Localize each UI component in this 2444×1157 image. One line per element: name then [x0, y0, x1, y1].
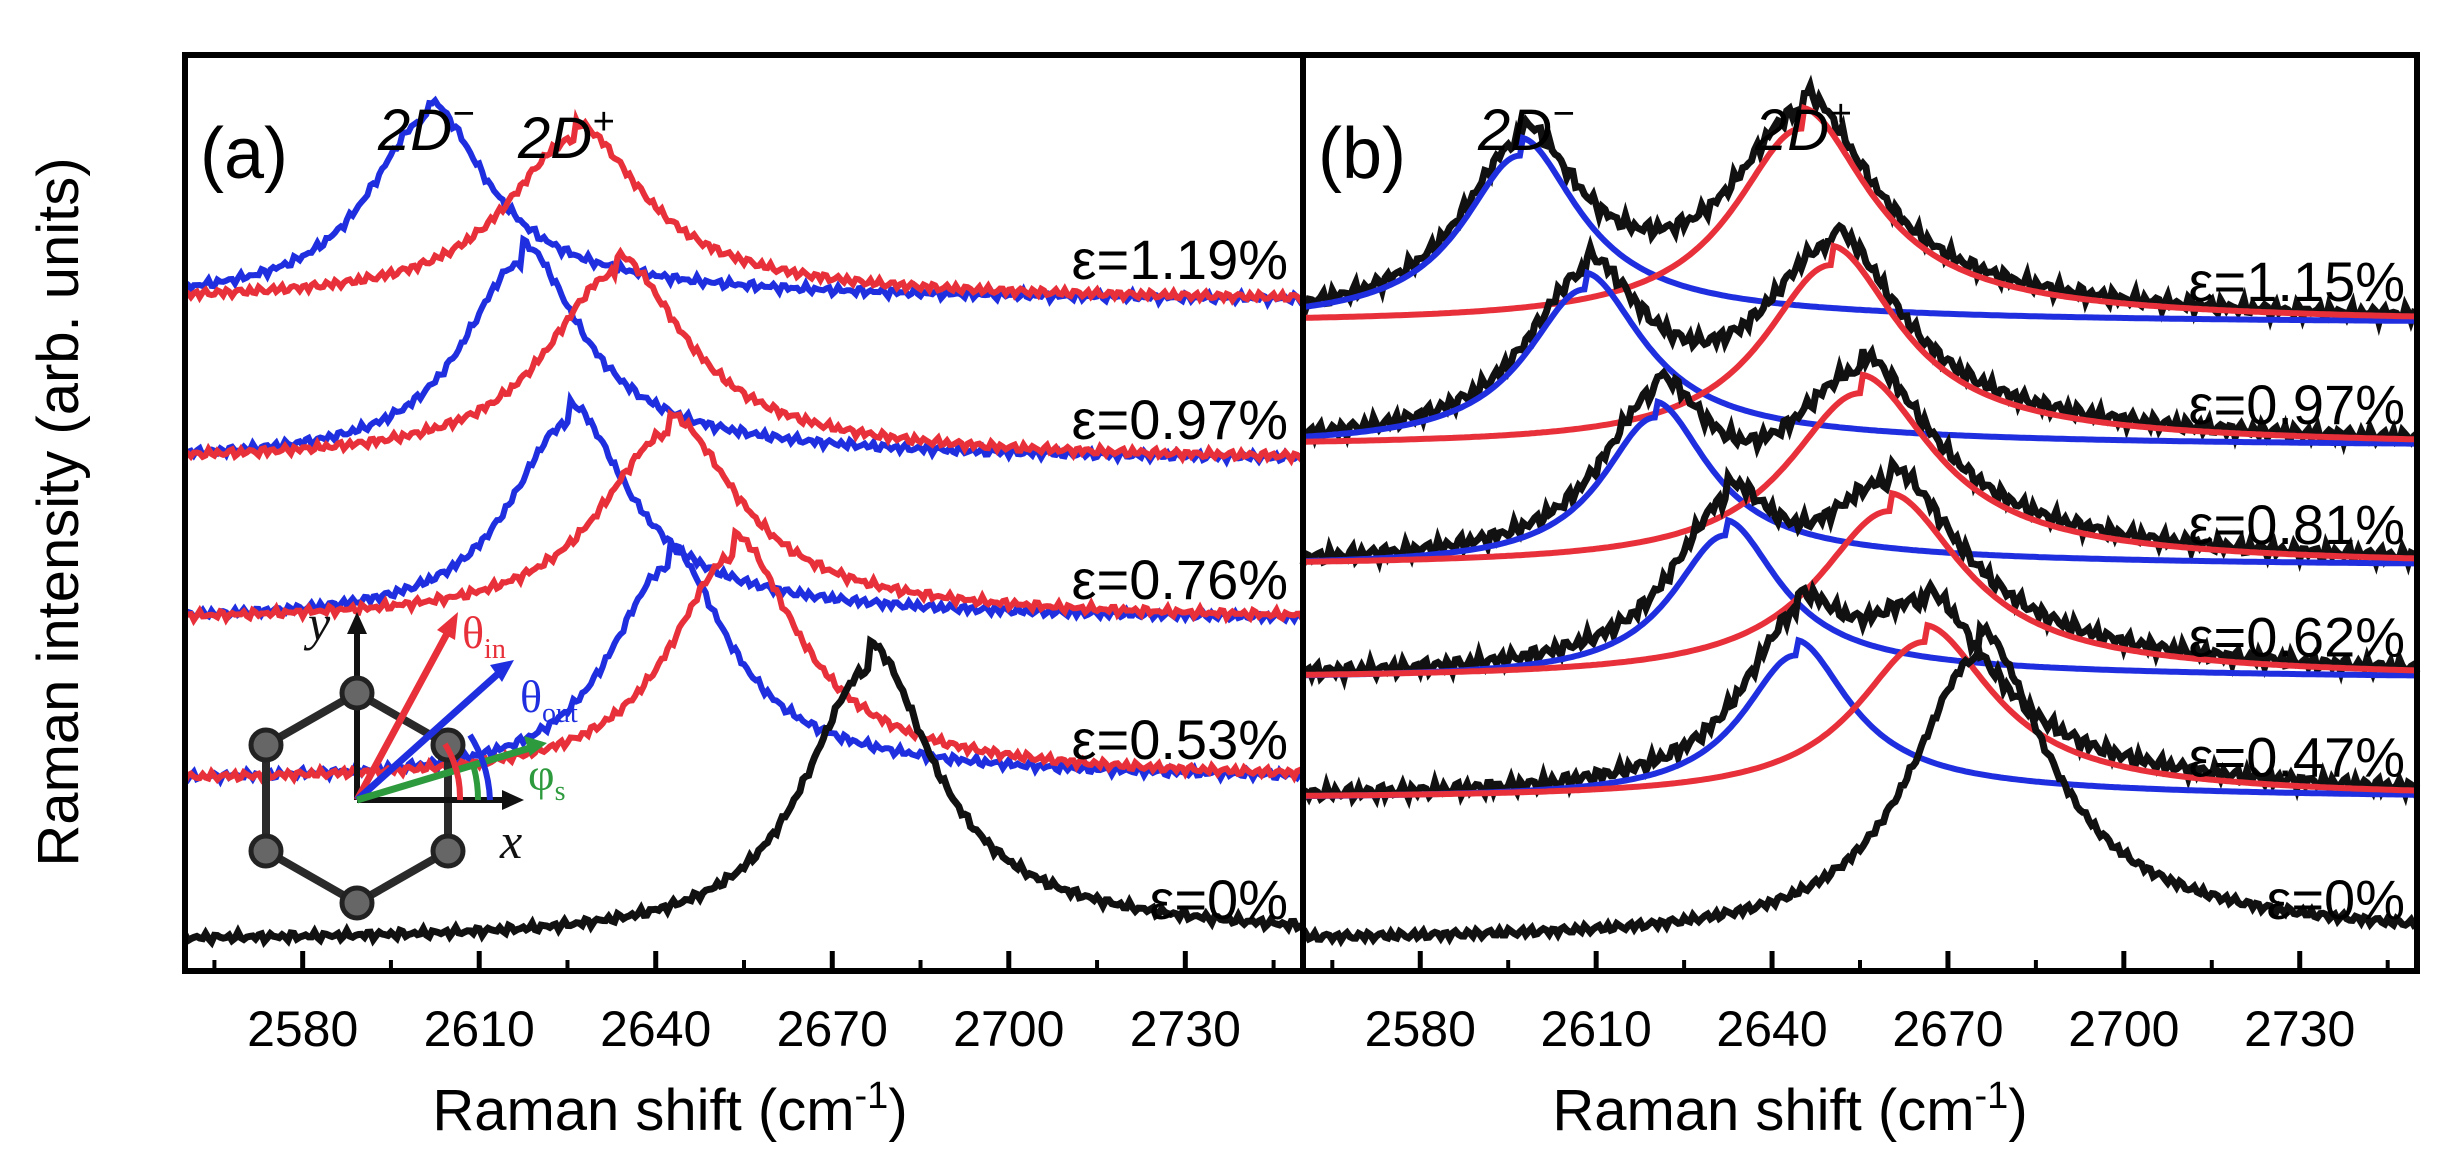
- x-tick-label: 2700: [2068, 1001, 2179, 1057]
- x-ticks-b: 2580 2610 2640 2670 2700 2730: [1330, 951, 2390, 1057]
- x-tick-label: 2670: [1892, 1001, 2003, 1057]
- strain-label: ε=0%: [2266, 868, 2405, 931]
- spectrum-b-3: ε=0.62%: [1300, 454, 2421, 691]
- x-tick-label: 2730: [2244, 1001, 2355, 1057]
- x-axis-label-b: Raman shift (cm-1): [1552, 1075, 2027, 1143]
- series-red-line: [1303, 489, 2418, 678]
- spectrum-a-2: ε=0.76%: [182, 390, 1306, 627]
- inset-x-label: x: [499, 813, 522, 869]
- spectrum-b-4: ε=0.47%: [1301, 578, 2421, 810]
- spectrum-b-5: ε=0%: [1300, 618, 2419, 948]
- panel-label-b: (b): [1318, 114, 1406, 194]
- x-tick-label: 2610: [1541, 1001, 1652, 1057]
- series-blue-line: [1302, 397, 2417, 567]
- strain-label: ε=0.53%: [1072, 708, 1288, 771]
- x-tick-label: 2730: [1130, 1001, 1241, 1057]
- spectrum-a-0: ε=1.19%: [183, 95, 1306, 311]
- peak-label-minus-b: 2D−: [1477, 93, 1574, 163]
- strain-label: ε=0.97%: [2189, 373, 2405, 436]
- y-axis-label: Raman intensity (arb. units): [26, 157, 91, 866]
- series-red-line: [1303, 621, 2418, 799]
- x-tick-label: 2580: [1365, 1001, 1476, 1057]
- theta-out-vector: [354, 669, 503, 803]
- theta-in-arrowhead-icon: [437, 612, 458, 640]
- spectrum-a-1: ε=0.97%: [183, 234, 1306, 468]
- x-tick-label: 2670: [777, 1001, 888, 1057]
- x-tick-label: 2640: [600, 1001, 711, 1057]
- strain-label: ε=1.19%: [1072, 228, 1288, 291]
- phi-s-arrowhead-icon: [524, 736, 547, 756]
- x-axis-label-a: Raman shift (cm-1): [432, 1075, 907, 1143]
- phi-s-arc: [471, 767, 482, 801]
- series-red-line: [183, 408, 1306, 627]
- inset-y-label: y: [303, 595, 331, 651]
- peak-label-plus-a: 2D+: [517, 101, 614, 171]
- x-tick-label: 2640: [1716, 1001, 1827, 1057]
- series-black-line: [181, 635, 1305, 949]
- panel-a: ε=1.19% ε=0.97% ε=0.76% ε=0.53% ε=0% 2580 261…: [181, 93, 1306, 1143]
- strain-label: ε=0.97%: [1072, 388, 1288, 451]
- theta-in-vector: [353, 626, 454, 802]
- strain-label: ε=0.62%: [2189, 606, 2405, 669]
- series-red-line: [1302, 103, 2418, 321]
- spectrum-a-4: ε=0%: [181, 635, 1305, 949]
- x-tick-label: 2700: [953, 1001, 1064, 1057]
- spectrum-b-1: ε=0.97%: [1300, 221, 2420, 456]
- theta-out-arc: [467, 733, 493, 801]
- panel-label-a: (a): [200, 114, 288, 194]
- series-blue-line: [1302, 134, 2418, 324]
- strain-label: ε=0.47%: [2189, 726, 2405, 789]
- frame-a: [182, 52, 1306, 974]
- spectrum-b-2: ε=0.81%: [1299, 343, 2420, 576]
- x-ticks-a: 2580 2610 2640 2670 2700 2730: [212, 951, 1276, 1057]
- frame-b: [1300, 52, 2420, 974]
- phi-s-label: φs: [528, 749, 565, 807]
- lattice-atoms: [248, 675, 466, 921]
- series-black-line: [1300, 618, 2419, 948]
- series-red-line: [1303, 242, 2418, 445]
- series-blue-line: [1302, 268, 2417, 447]
- peak-label-plus-b: 2D+: [1754, 93, 1851, 163]
- plot-area-b: ε=1.15% ε=0.97% ε=0.81% ε=0.62% ε=0.47% ε=0%: [1299, 74, 2421, 948]
- theta-in-label: θin: [462, 607, 506, 665]
- theta-out-label: θout: [520, 671, 578, 729]
- spectrum-b-0: ε=1.15%: [1299, 74, 2419, 336]
- measured-trace: [1299, 74, 2419, 336]
- strain-label: ε=0.81%: [2189, 493, 2405, 556]
- panel-b: ε=1.15%ε=0.97%ε=0.81%ε=0.62%ε=0.47%ε=0% …: [1299, 74, 2421, 1143]
- theta-in-arc: [442, 742, 464, 801]
- y-arrowhead-icon: [347, 612, 367, 634]
- series-blue-line: [183, 234, 1306, 468]
- x-arrowhead-icon: [502, 790, 524, 810]
- measured-trace: [1301, 578, 2421, 810]
- x-tick-label: 2610: [424, 1001, 535, 1057]
- plot-area-a: ε=1.19% ε=0.97% ε=0.76% ε=0.53% ε=0%: [181, 95, 1306, 949]
- strain-label: ε=0.76%: [1072, 548, 1288, 611]
- phi-s-vector: [355, 744, 532, 804]
- series-red-line: [183, 108, 1306, 306]
- measured-trace: [1299, 343, 2420, 576]
- lattice-inset: y x θin θout φs: [248, 595, 578, 921]
- measured-trace: [1300, 221, 2420, 456]
- series-red-line: [184, 246, 1306, 467]
- strain-label: ε=0%: [1149, 868, 1288, 931]
- x-tick-label: 2580: [247, 1001, 358, 1057]
- strain-label: ε=1.15%: [2189, 250, 2405, 313]
- series-red-line: [1303, 371, 2418, 565]
- theta-out-arrowhead-icon: [490, 660, 514, 682]
- peak-label-minus-a: 2D−: [377, 93, 474, 163]
